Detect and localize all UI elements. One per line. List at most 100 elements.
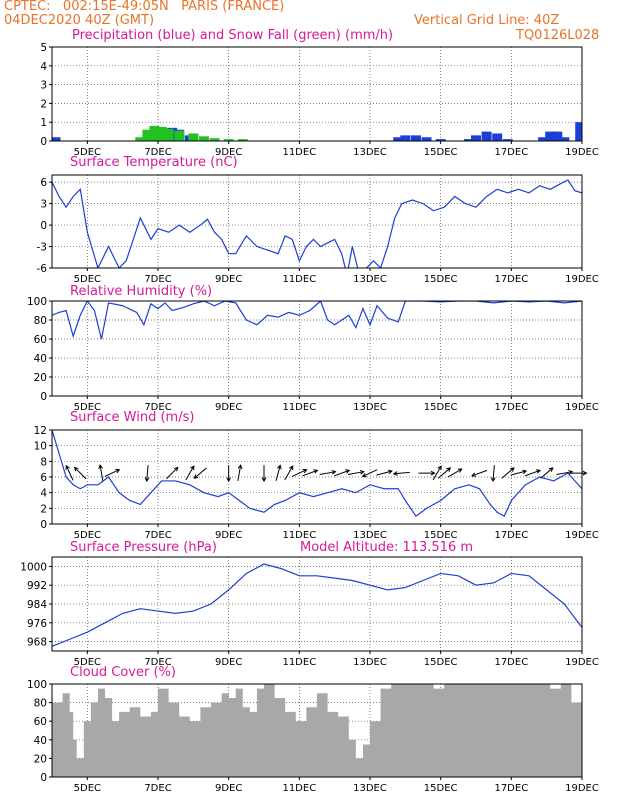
x-tick-label: 9DEC	[215, 274, 242, 285]
wind-arrow	[185, 465, 195, 481]
y-tick-label: 6	[40, 472, 47, 484]
x-tick-label: 9DEC	[215, 402, 242, 413]
x-tick-label: 11DEC	[282, 147, 316, 158]
wind-arrow	[73, 466, 87, 480]
wind-arrow-shaft	[432, 465, 442, 481]
x-tick-label: 11DEC	[282, 274, 316, 285]
y-tick-label: 976	[27, 618, 47, 630]
wind-arrow-shaft	[65, 465, 74, 481]
y-tick-label: 992	[27, 580, 47, 592]
wind-arrow-head	[237, 464, 243, 470]
wind-arrow	[432, 465, 442, 481]
x-tick-label: 5DEC	[74, 657, 101, 668]
snow-fall-bar	[135, 137, 146, 141]
y-tick-label: 0	[40, 220, 47, 232]
station-line: CPTEC: 002:15E-49:05N PARIS (FRANCE)	[4, 0, 285, 14]
wind-arrow-head	[446, 467, 452, 472]
wind-arrow-shaft	[347, 471, 364, 475]
y-tick-label: 60	[34, 334, 47, 346]
y-tick-label: 968	[27, 637, 47, 649]
wind-arrow	[104, 468, 121, 477]
wind-arrow-head	[437, 465, 442, 471]
wind-arrow-shaft	[510, 470, 527, 476]
wind-arrow	[302, 469, 319, 477]
panel-1-frame	[51, 46, 583, 142]
wind-arrow-shaft	[556, 471, 573, 475]
x-tick-label: 15DEC	[424, 783, 458, 794]
precipitation-bar	[481, 131, 492, 141]
wind-arrow-shaft	[185, 465, 195, 481]
wind-arrow-head	[73, 466, 79, 472]
y-tick-label: -3	[37, 242, 47, 254]
wind-arrow	[490, 465, 496, 483]
x-tick-label: 5DEC	[74, 147, 101, 158]
snow-fall-bars	[135, 125, 248, 141]
wind-arrow-head	[392, 471, 398, 476]
wind-arrow-shaft	[237, 465, 242, 482]
y-tick-label: 4	[40, 61, 47, 73]
x-tick-label: 15DEC	[424, 147, 458, 158]
wind-arrow-head	[387, 469, 393, 475]
wind-arrow-head	[430, 470, 436, 476]
forecast-date: 04DEC2020 40Z (GMT)	[4, 13, 155, 28]
wind-arrow-head	[261, 477, 267, 483]
wind-arrow-shaft	[437, 467, 451, 479]
wind-arrow	[144, 465, 150, 483]
panel-3-title: Relative Humidity (%)	[70, 284, 212, 299]
y-tick-label: 4	[40, 488, 47, 500]
wind-arrow-shaft	[540, 467, 554, 479]
wind-arrow	[284, 465, 294, 481]
wind-arrow-head	[522, 469, 528, 475]
wind-arrow	[501, 467, 515, 479]
precipitation-bar	[463, 139, 474, 141]
y-tick-label: 60	[34, 716, 47, 728]
wind-arrow-shaft	[524, 469, 541, 477]
x-tick-label: 15DEC	[424, 402, 458, 413]
snow-fall-bar	[142, 129, 153, 141]
wind-arrow-shaft	[291, 469, 307, 477]
wind-arrow	[319, 469, 337, 475]
wind-arrow	[437, 467, 452, 479]
x-tick-label: 9DEC	[215, 657, 242, 668]
panel-2-title: Surface Temperature (nC)	[70, 155, 238, 170]
wind-arrow-shaft	[447, 468, 462, 478]
wind-arrow-head	[490, 477, 496, 483]
precipitation-bar	[559, 137, 570, 141]
y-tick-label: 0	[40, 136, 47, 148]
wind-arrow	[166, 466, 179, 480]
wind-arrow-head	[173, 466, 179, 472]
y-tick-label: 2	[40, 98, 47, 110]
snow-fall-bar	[156, 126, 167, 141]
wind-arrow	[510, 469, 528, 476]
x-tick-label: 19DEC	[565, 402, 599, 413]
y-tick-label: 100	[27, 296, 47, 308]
precipitation-bar	[410, 135, 421, 141]
x-tick-label: 13DEC	[353, 530, 387, 541]
x-tick-label: 5DEC	[74, 783, 101, 794]
precipitation-bar	[575, 122, 582, 141]
wind-arrow-head	[568, 469, 574, 475]
vertical-grid-info: Vertical Grid Line: 40Z	[414, 13, 560, 28]
wind-arrow-shaft	[376, 470, 392, 476]
wind-arrow	[361, 469, 378, 478]
x-tick-label: 11DEC	[282, 402, 316, 413]
y-tick-label: 0	[40, 391, 47, 403]
wind-arrow-head	[345, 469, 351, 474]
wind-arrow-head	[193, 474, 199, 479]
wind-arrow-shaft	[393, 471, 410, 475]
x-tick-label: 17DEC	[494, 530, 528, 541]
wind-arrow-head	[471, 472, 477, 477]
panel-2-frame	[51, 174, 583, 269]
x-tick-label: 7DEC	[144, 147, 171, 158]
wind-arrow-head	[115, 468, 121, 474]
y-tick-label: 1	[40, 117, 47, 129]
wind-arrow-head	[313, 469, 319, 474]
wind-arrow-shaft	[501, 467, 515, 479]
x-tick-label: 7DEC	[144, 657, 171, 668]
y-tick-label: 40	[34, 353, 47, 365]
wind-arrow-shaft	[193, 467, 207, 479]
x-tick-label: 13DEC	[353, 657, 387, 668]
x-tick-label: 17DEC	[494, 783, 528, 794]
y-tick-label: 12	[34, 425, 47, 437]
wind-arrow-head	[190, 465, 195, 471]
